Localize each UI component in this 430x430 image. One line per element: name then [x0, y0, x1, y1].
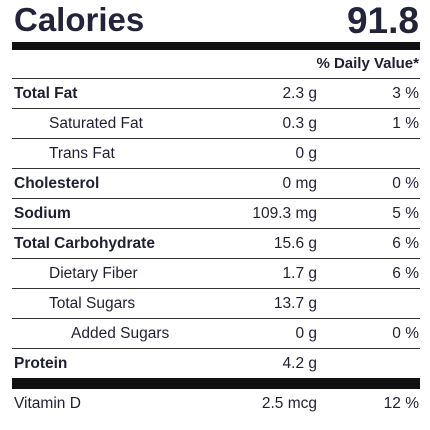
nutrient-amount: 4.2 g — [282, 355, 317, 372]
nutrient-name: Cholesterol — [14, 175, 100, 192]
nutrient-amount: 2.3 g — [282, 85, 317, 102]
nutrient-row: Cholesterol 0 mg 0 % — [12, 168, 420, 198]
nutrient-amount: 1.7 g — [282, 265, 317, 282]
nutrient-name: Sodium — [14, 205, 71, 222]
nutrient-row: Total Carbohydrate 15.6 g 6 % — [12, 228, 420, 258]
nutrient-daily-percent: 6 % — [392, 235, 419, 252]
nutrient-name: Protein — [14, 355, 68, 372]
nutrient-row: Added Sugars 0 g 0 % — [12, 318, 420, 348]
nutrient-daily-percent: 0 % — [392, 175, 419, 192]
nutrient-daily-percent: 0 % — [392, 325, 419, 342]
nutrient-amount: 0 g — [295, 325, 317, 342]
nutrient-name: Saturated Fat — [49, 115, 143, 132]
daily-value-header-label: % Daily Value* — [316, 55, 419, 72]
vitamin-table: Vitamin D 2.5 mcg 12 % — [12, 389, 420, 417]
nutrient-amount: 15.6 g — [273, 235, 317, 252]
vitamin-name: Vitamin D — [14, 395, 81, 412]
thick-divider — [12, 42, 420, 50]
nutrient-row: Total Fat 2.3 g 3 % — [12, 78, 420, 108]
nutrient-amount: 0 g — [295, 145, 317, 162]
vitamin-row: Vitamin D 2.5 mcg 12 % — [12, 389, 420, 417]
nutrition-facts-panel: Calories 91.8 % Daily Value* Total Fat 2.… — [12, 0, 420, 417]
nutrient-name: Total Sugars — [49, 295, 136, 312]
nutrient-amount: 0 mg — [282, 175, 317, 192]
nutrient-name: Trans Fat — [49, 145, 115, 162]
nutrient-daily-percent: 5 % — [392, 205, 419, 222]
calories-label: Calories — [14, 1, 145, 38]
nutrient-row: Sodium 109.3 mg 5 % — [12, 198, 420, 228]
nutrient-row: Dietary Fiber 1.7 g 6 % — [12, 258, 420, 288]
bottom-thick-divider — [12, 378, 420, 389]
calories-row: Calories 91.8 — [12, 0, 420, 42]
nutrient-daily-percent: 3 % — [392, 85, 419, 102]
nutrient-row: Trans Fat 0 g — [12, 138, 420, 168]
nutrient-amount: 0.3 g — [282, 115, 317, 132]
nutrient-row: Total Sugars 13.7 g — [12, 288, 420, 318]
nutrient-daily-percent: 6 % — [392, 265, 419, 282]
calories-value: 91.8 — [346, 0, 419, 41]
vitamin-daily-percent: 12 % — [383, 395, 419, 412]
nutrient-name: Added Sugars — [71, 325, 170, 342]
nutrient-name: Total Carbohydrate — [14, 235, 155, 252]
nutrient-row: Protein 4.2 g — [12, 348, 420, 378]
nutrient-table: Total Fat 2.3 g 3 % Saturated Fat 0.3 g 1 % Tr… — [12, 78, 420, 378]
nutrient-amount: 13.7 g — [273, 295, 317, 312]
vitamin-amount: 2.5 mcg — [261, 395, 317, 412]
nutrient-amount: 109.3 mg — [252, 205, 317, 222]
nutrient-name: Dietary Fiber — [49, 265, 138, 282]
nutrient-daily-percent: 1 % — [392, 115, 419, 132]
daily-value-header: % Daily Value* — [12, 50, 420, 78]
nutrient-name: Total Fat — [14, 85, 78, 102]
nutrient-row: Saturated Fat 0.3 g 1 % — [12, 108, 420, 138]
